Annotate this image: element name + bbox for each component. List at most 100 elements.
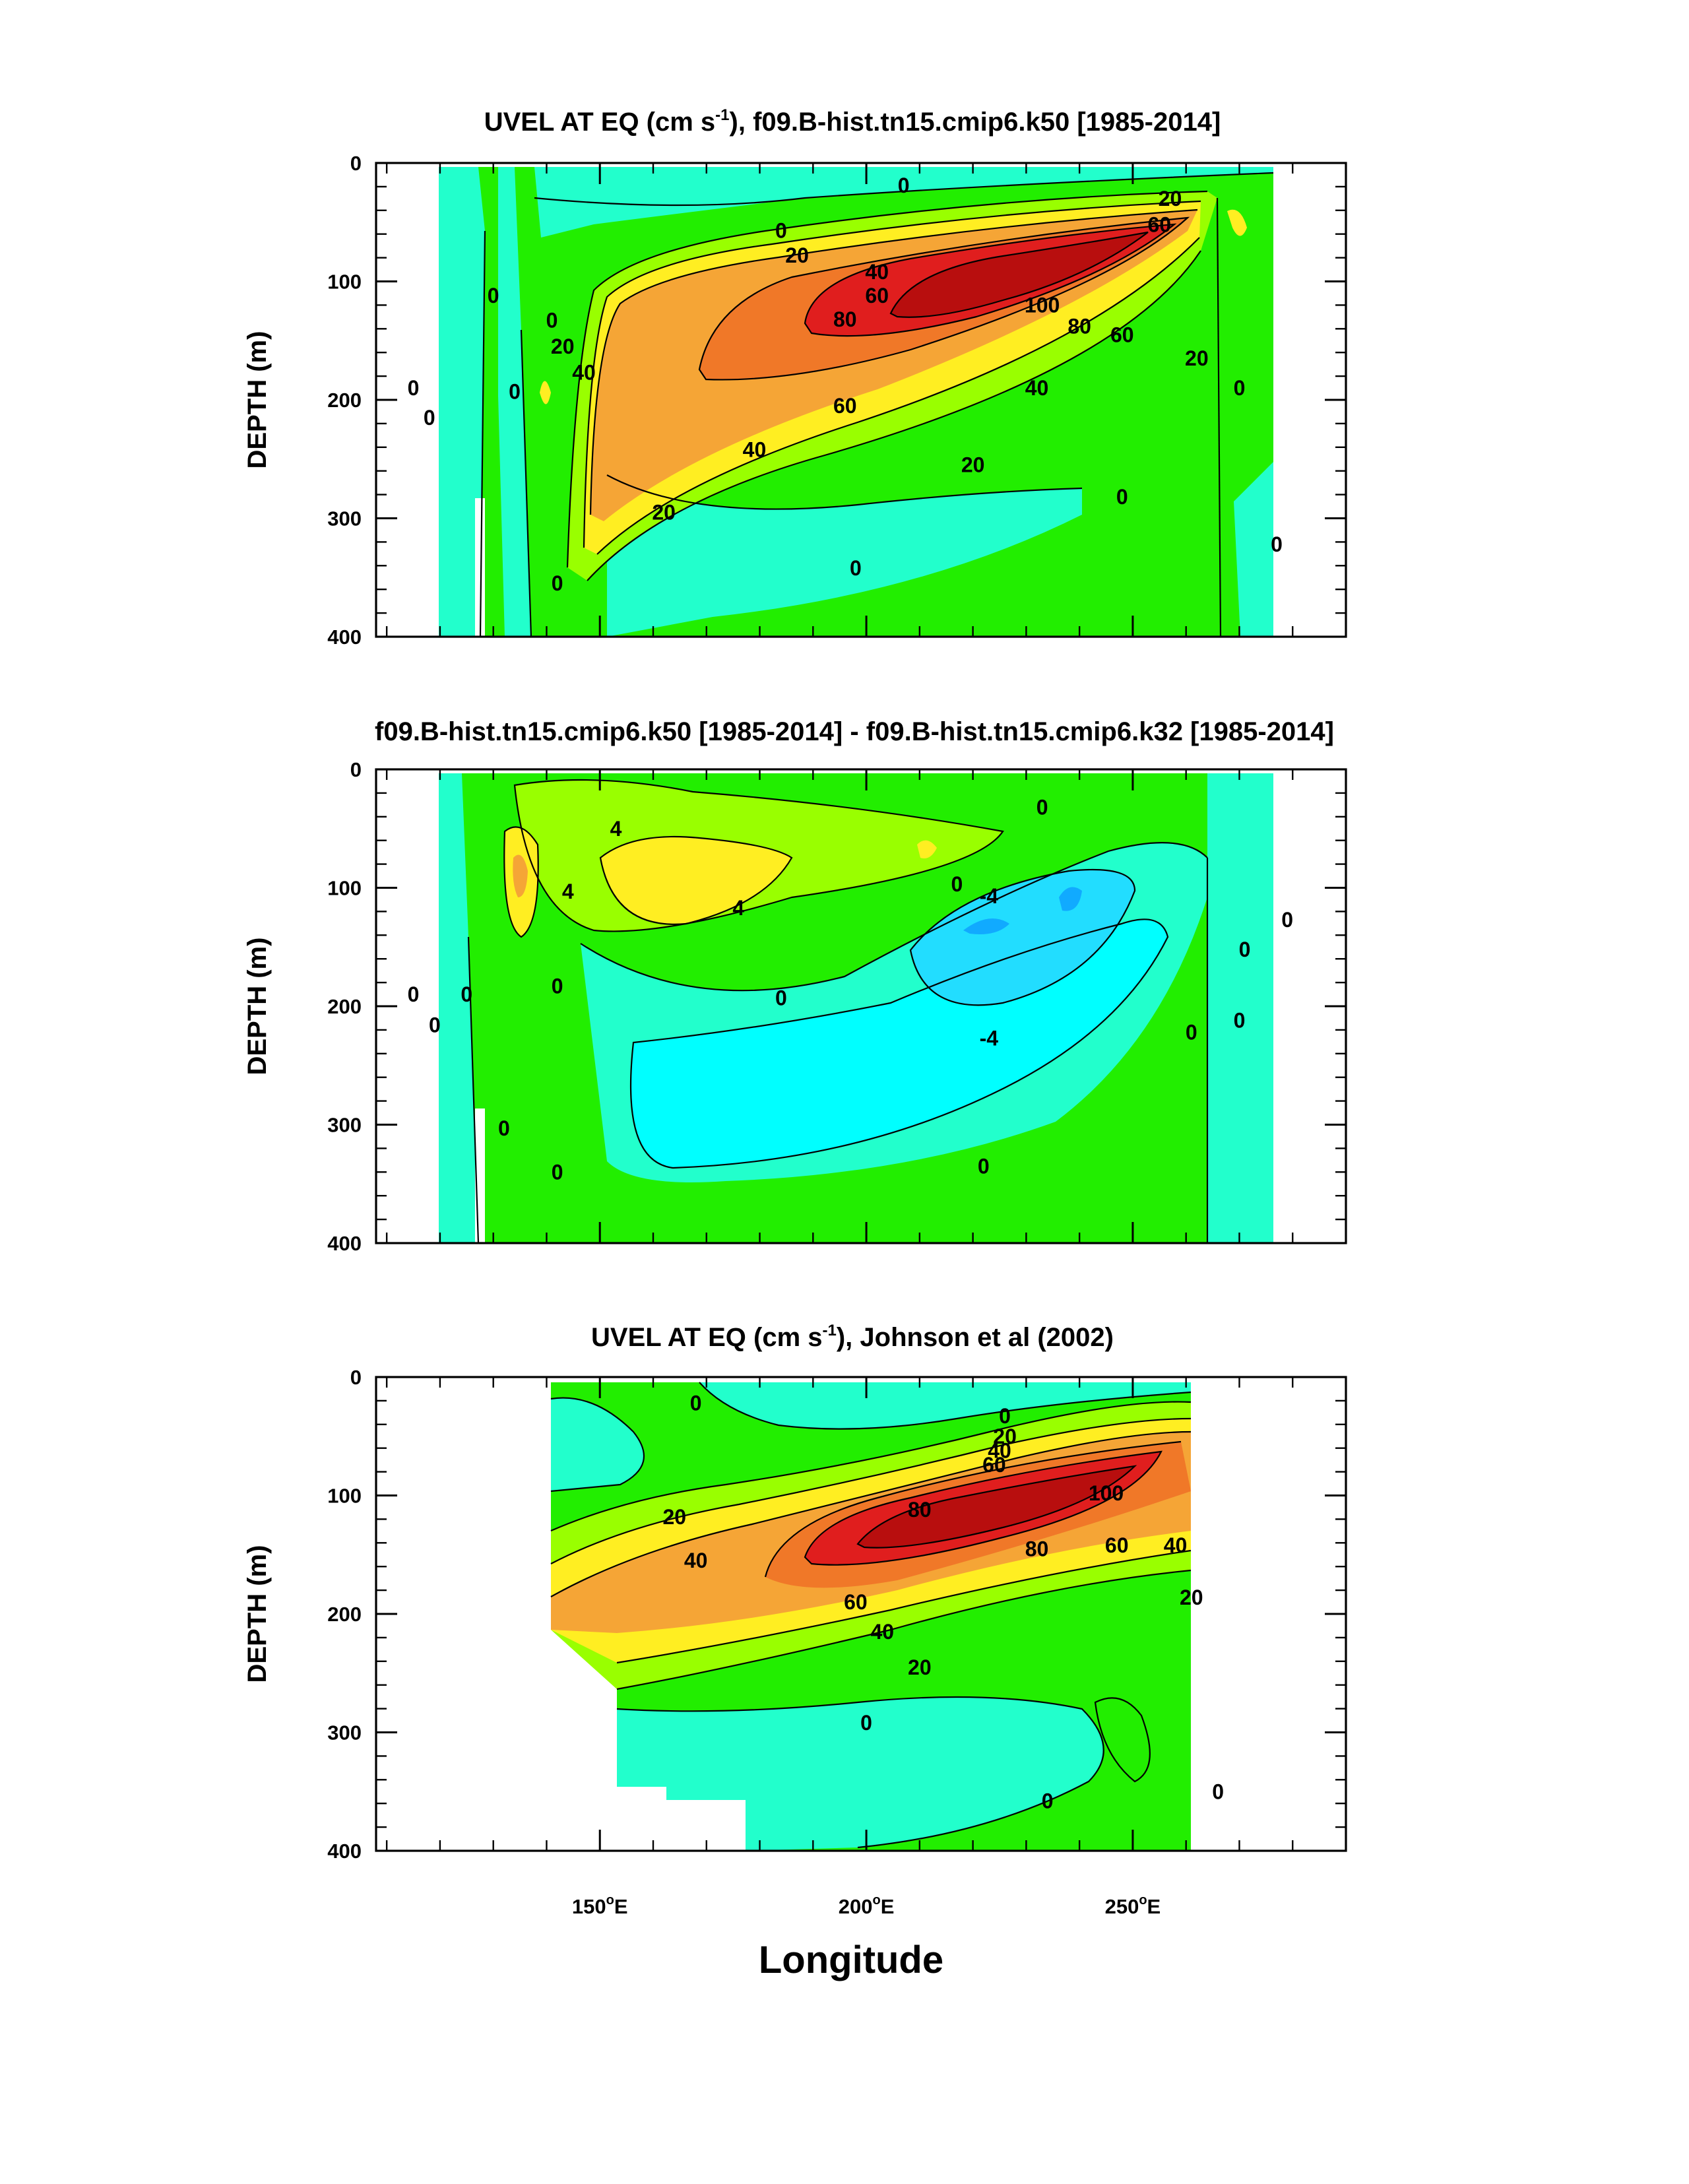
contour-label: 20: [993, 1425, 1017, 1448]
contour-label: 60: [1148, 212, 1172, 236]
contour-label: 0: [850, 556, 862, 580]
y-tick-label-200: 200: [327, 995, 362, 1018]
contour-label: 0: [1186, 1020, 1197, 1044]
y-tick-label-300: 300: [327, 507, 362, 530]
panel1-y-axis-label: DEPTH (m): [243, 331, 272, 469]
contour-label: 20: [652, 501, 676, 525]
contour-label: 0: [1212, 1780, 1224, 1803]
panel2-x-ticks: [385, 769, 1347, 1243]
contour-label: 4: [732, 896, 744, 920]
contour-label: 80: [1025, 1537, 1049, 1560]
contour-label: 60: [982, 1453, 1006, 1477]
contour-label: 0: [408, 982, 420, 1006]
x-axis-label: Longitude: [759, 1939, 943, 1981]
y-tick-label-300: 300: [327, 1114, 362, 1137]
contour-label: 0: [509, 379, 521, 403]
contour-label: 0: [1042, 1789, 1054, 1813]
y-tick-label-300: 300: [327, 1721, 362, 1745]
panel3-field: [550, 1382, 1192, 1851]
contour-label: 60: [1105, 1533, 1129, 1557]
contour-label: 0: [860, 1711, 872, 1735]
contour-label: 20: [551, 335, 575, 358]
contour-label: 60: [844, 1590, 868, 1614]
contour-label: 20: [961, 453, 985, 477]
contour-label: 100: [1025, 293, 1060, 317]
contour-label: 0: [552, 1160, 563, 1184]
panel3-y-axis-label: DEPTH (m): [243, 1545, 272, 1683]
contour-label: 40: [865, 260, 889, 284]
contour-label: 20: [1159, 187, 1182, 210]
panel-model-uvel: UVEL AT EQ (cm s-1), f09.B-hist.tn15.cmi…: [243, 106, 1347, 649]
contour-label: 4: [610, 817, 622, 841]
contour-label: 0: [775, 218, 787, 242]
contour-label: 0: [999, 1404, 1011, 1428]
contour-label: 0: [546, 309, 558, 333]
contour-label: 20: [1185, 346, 1209, 370]
panel3-x-ticks: 150oE 200oE 250oE: [385, 1377, 1347, 1918]
panel3-title: UVEL AT EQ (cm s-1), Johnson et al (2002…: [591, 1322, 1114, 1352]
contour-label: 60: [1110, 323, 1134, 346]
y-tick-label-400: 400: [327, 626, 362, 649]
panel-observed-uvel: UVEL AT EQ (cm s-1), Johnson et al (2002…: [243, 1322, 1347, 1981]
contour-label: 0: [1116, 485, 1128, 509]
contour-label: 4: [562, 880, 574, 903]
contour-label: 0: [552, 974, 563, 998]
y-tick-label-0: 0: [350, 1366, 362, 1389]
y-tick-label-200: 200: [327, 1603, 362, 1626]
contour-label: 0: [1281, 908, 1293, 932]
contour-label: 0: [978, 1154, 990, 1178]
contour-label: 60: [865, 284, 889, 307]
contour-label: 40: [743, 437, 767, 461]
contour-label: 0: [1239, 938, 1251, 961]
y-tick-label-400: 400: [327, 1840, 362, 1863]
contour-label: 0: [1234, 376, 1246, 400]
contour-label: -4: [980, 1026, 999, 1050]
contour-label: 100: [1089, 1481, 1124, 1505]
contour-label: 20: [785, 243, 809, 267]
contour-label: 0: [408, 376, 420, 400]
contour-label: 80: [908, 1498, 932, 1522]
y-tick-label-100: 100: [327, 877, 362, 900]
contour-label: 40: [572, 361, 596, 385]
contour-label: 0: [1271, 532, 1283, 556]
panel-model-difference: f09.B-hist.tn15.cmip6.k50 [1985-2014] - …: [243, 717, 1347, 1255]
contour-label: 40: [1164, 1533, 1188, 1557]
contour-label: 0: [552, 571, 563, 595]
contour-label: 0: [424, 406, 435, 430]
panel2-field: [422, 773, 1300, 1244]
contour-label: 40: [871, 1620, 895, 1644]
contour-label: 0: [775, 986, 787, 1010]
contour-label: 0: [498, 1116, 510, 1140]
panel1-title: UVEL AT EQ (cm s-1), f09.B-hist.tn15.cmi…: [484, 106, 1221, 137]
contour-label: 80: [833, 307, 857, 331]
contour-label: 40: [684, 1549, 708, 1572]
x-tick-label-150: 150oE: [572, 1893, 628, 1918]
y-tick-label-100: 100: [327, 1485, 362, 1508]
y-tick-label-400: 400: [327, 1232, 362, 1255]
contour-label: 0: [1036, 795, 1048, 819]
contour-label: 0: [898, 174, 910, 197]
contour-label: 20: [1180, 1586, 1203, 1609]
x-tick-label-200: 200oE: [839, 1893, 895, 1918]
y-tick-label-100: 100: [327, 271, 362, 294]
contour-label: 20: [663, 1505, 687, 1529]
panel1-field: [422, 167, 1300, 637]
contour-label: 20: [908, 1655, 932, 1679]
y-tick-label-200: 200: [327, 389, 362, 412]
panel2-y-axis-label: DEPTH (m): [243, 938, 272, 1076]
y-tick-label-0: 0: [350, 152, 362, 175]
contour-label: 40: [988, 1438, 1011, 1462]
y-tick-label-0: 0: [350, 758, 362, 781]
contour-label: 0: [690, 1391, 702, 1415]
contour-label: 0: [429, 1013, 441, 1037]
x-tick-label-250: 250oE: [1105, 1893, 1161, 1918]
contour-label: 40: [1025, 376, 1049, 400]
contour-label: 80: [1068, 315, 1091, 338]
contour-label: -4: [980, 884, 999, 908]
